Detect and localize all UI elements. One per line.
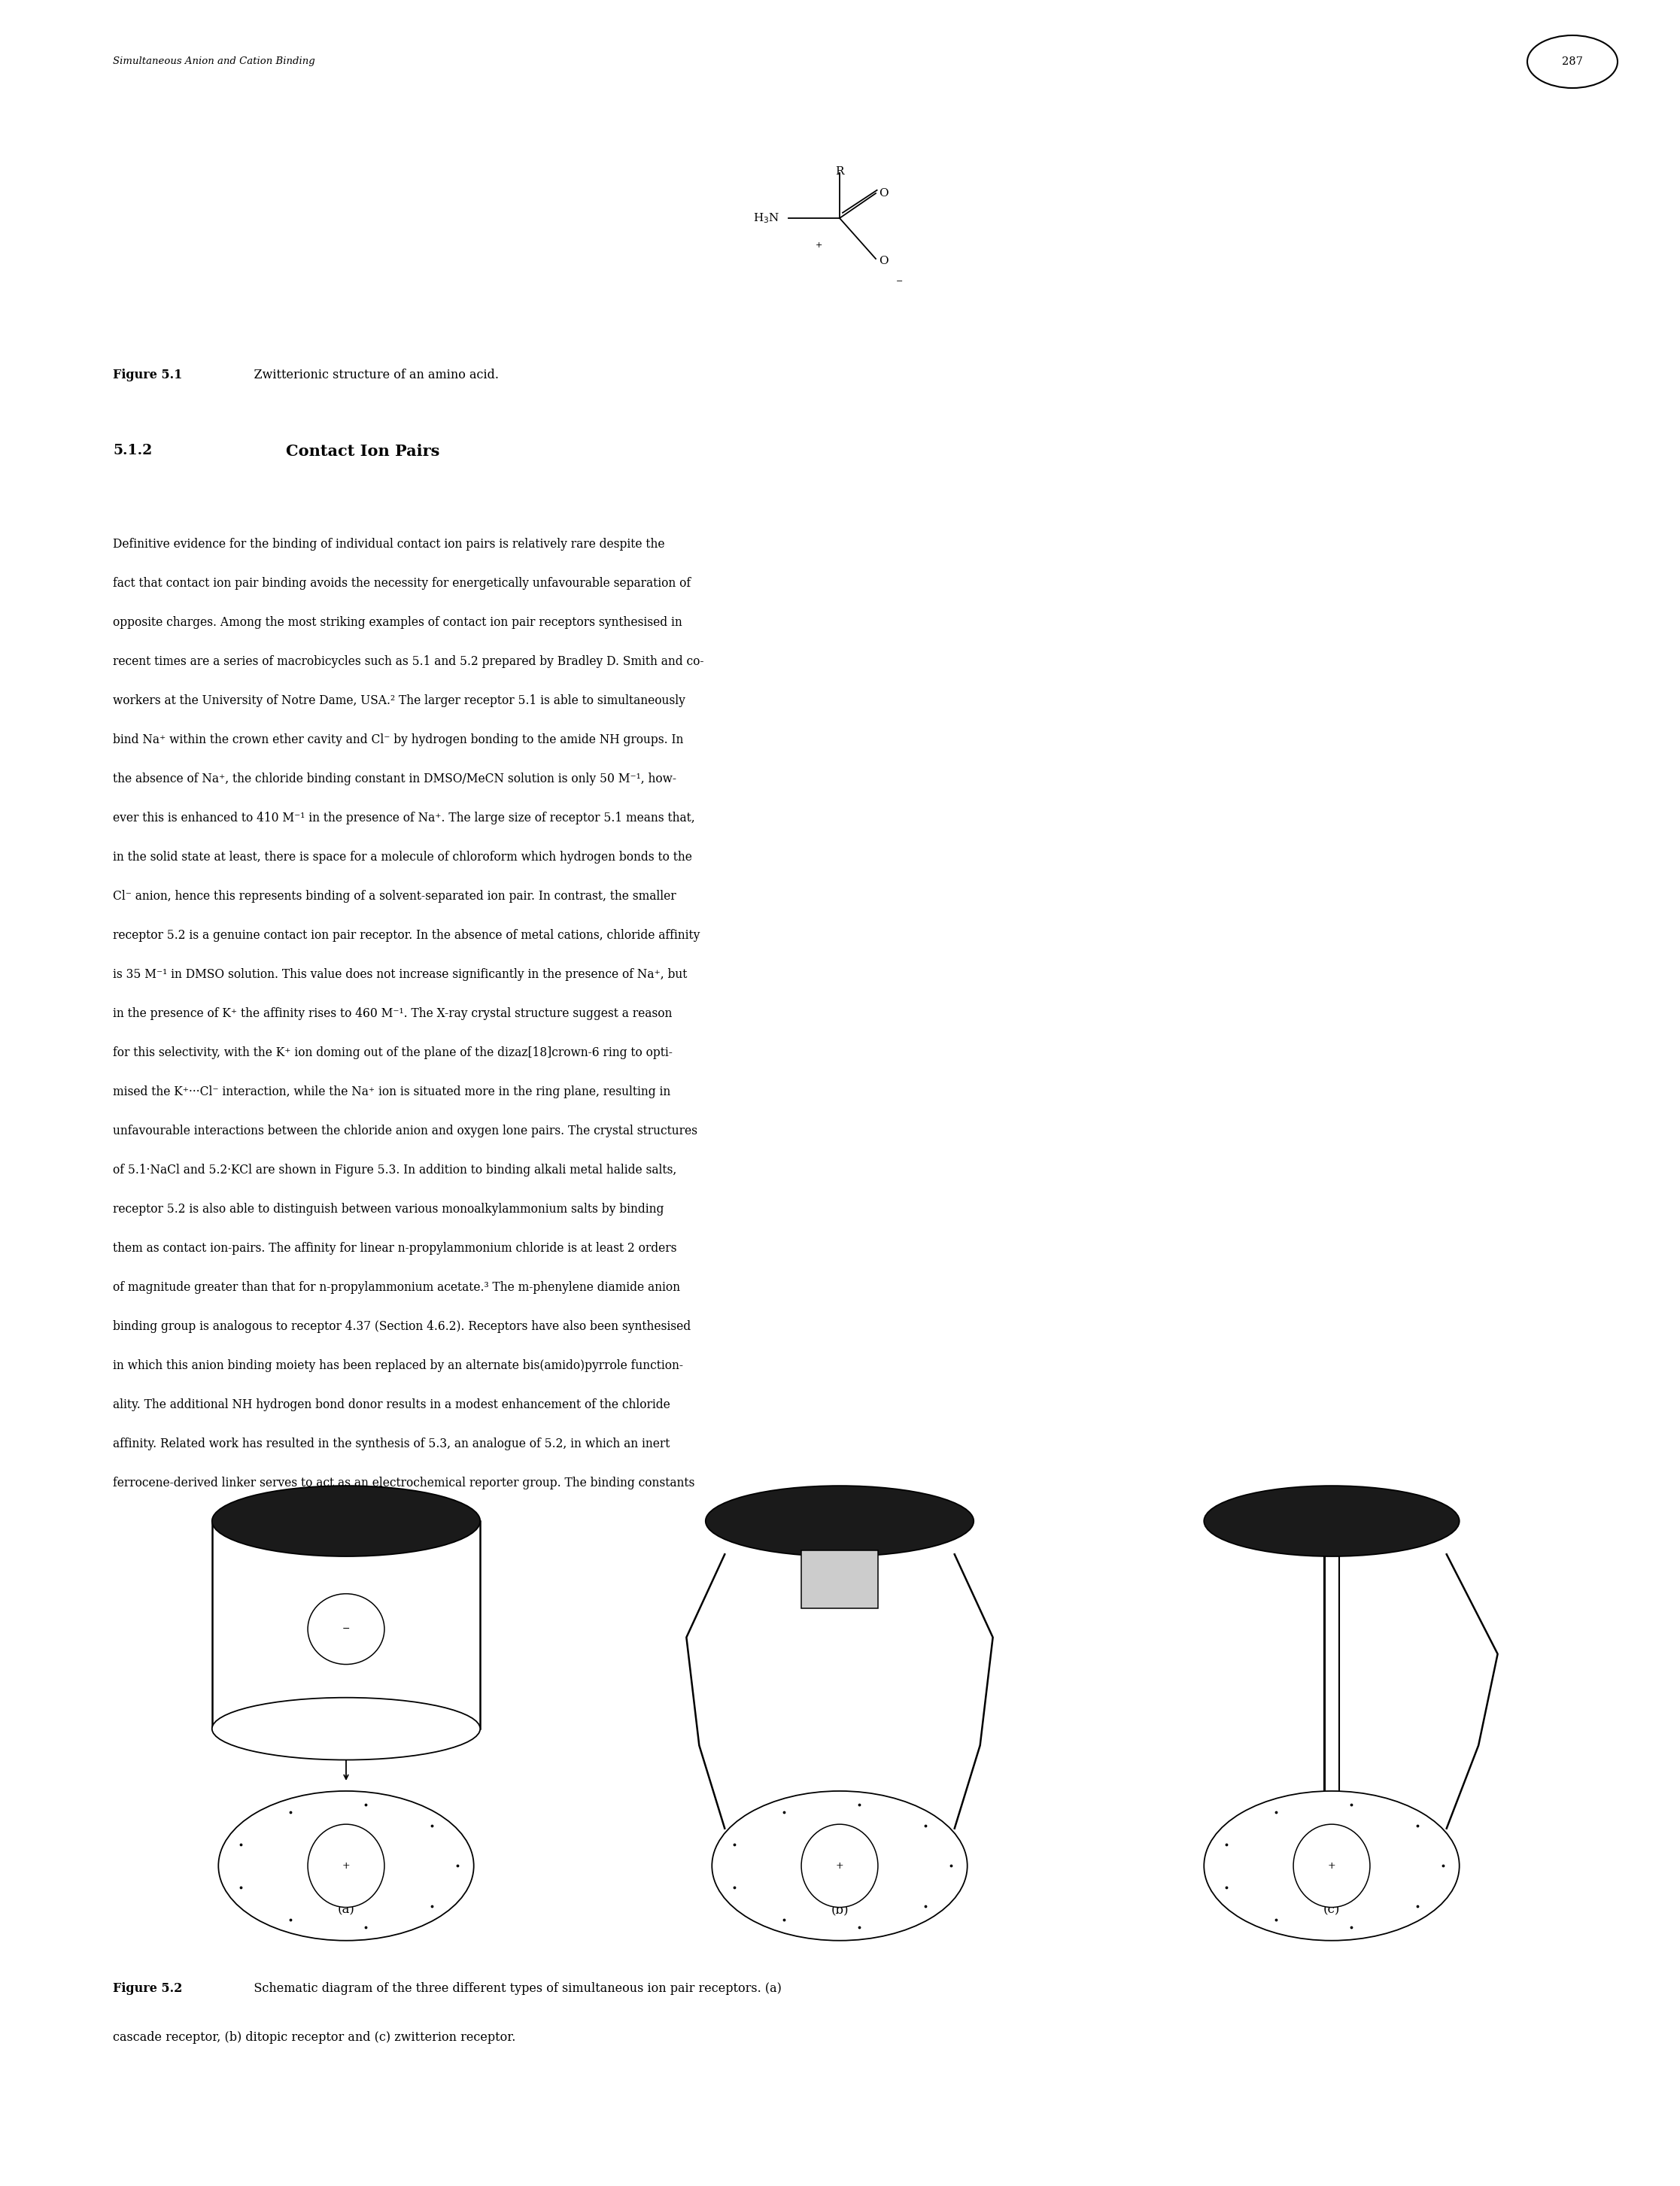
Text: +: + bbox=[343, 1860, 349, 1871]
Text: in the presence of K⁺ the affinity rises to 460 M⁻¹. The X-ray crystal structure: in the presence of K⁺ the affinity rises… bbox=[113, 1008, 672, 1021]
Text: fact that contact ion pair binding avoids the necessity for energetically unfavo: fact that contact ion pair binding avoid… bbox=[113, 577, 690, 590]
Text: −: − bbox=[343, 1624, 349, 1633]
Text: Simultaneous Anion and Cation Binding: Simultaneous Anion and Cation Binding bbox=[113, 57, 316, 66]
Ellipse shape bbox=[212, 1486, 480, 1556]
Text: Schematic diagram of the three different types of simultaneous ion pair receptor: Schematic diagram of the three different… bbox=[242, 1983, 781, 1996]
Text: (c): (c) bbox=[1324, 1904, 1341, 1915]
Text: binding group is analogous to receptor 4.37 (Section 4.6.2). Receptors have also: binding group is analogous to receptor 4… bbox=[113, 1320, 690, 1333]
Text: (b): (b) bbox=[830, 1904, 848, 1915]
Text: receptor 5.2 is also able to distinguish between various monoalkylammonium salts: receptor 5.2 is also able to distinguish… bbox=[113, 1202, 664, 1215]
Text: in which this anion binding moiety has been replaced by an alternate bis(amido)p: in which this anion binding moiety has b… bbox=[113, 1360, 684, 1373]
Text: −: − bbox=[897, 278, 904, 284]
Text: ever this is enhanced to 410 M⁻¹ in the presence of Na⁺. The large size of recep: ever this is enhanced to 410 M⁻¹ in the … bbox=[113, 811, 696, 824]
Text: recent times are a series of macrobicycles such as 5.1 and 5.2 prepared by Bradl: recent times are a series of macrobicycl… bbox=[113, 656, 704, 669]
Text: Contact Ion Pairs: Contact Ion Pairs bbox=[286, 444, 440, 459]
Text: affinity. Related work has resulted in the synthesis of 5.3, an analogue of 5.2,: affinity. Related work has resulted in t… bbox=[113, 1438, 670, 1449]
FancyBboxPatch shape bbox=[801, 1550, 879, 1609]
Text: them as contact ion-pairs. The affinity for linear n-propylammonium chloride is : them as contact ion-pairs. The affinity … bbox=[113, 1242, 677, 1255]
Text: for this selectivity, with the K⁺ ion doming out of the plane of the dizaz[18]cr: for this selectivity, with the K⁺ ion do… bbox=[113, 1047, 672, 1060]
Text: +: + bbox=[815, 240, 822, 249]
Text: R: R bbox=[835, 166, 843, 177]
Ellipse shape bbox=[307, 1594, 385, 1664]
Ellipse shape bbox=[212, 1699, 480, 1760]
Text: of 5.1·NaCl and 5.2·KCl are shown in Figure 5.3. In addition to binding alkali m: of 5.1·NaCl and 5.2·KCl are shown in Fig… bbox=[113, 1163, 677, 1176]
Text: Definitive evidence for the binding of individual contact ion pairs is relativel: Definitive evidence for the binding of i… bbox=[113, 538, 665, 551]
Text: O: O bbox=[879, 188, 889, 199]
Text: 287: 287 bbox=[1562, 57, 1583, 68]
Text: (a): (a) bbox=[338, 1904, 354, 1915]
Text: bind Na⁺ within the crown ether cavity and Cl⁻ by hydrogen bonding to the amide : bind Na⁺ within the crown ether cavity a… bbox=[113, 734, 684, 745]
Text: receptor 5.2 is a genuine contact ion pair receptor. In the absence of metal cat: receptor 5.2 is a genuine contact ion pa… bbox=[113, 929, 701, 942]
Text: unfavourable interactions between the chloride anion and oxygen lone pairs. The : unfavourable interactions between the ch… bbox=[113, 1124, 697, 1137]
Ellipse shape bbox=[1294, 1825, 1369, 1908]
Ellipse shape bbox=[706, 1486, 974, 1556]
Text: opposite charges. Among the most striking examples of contact ion pair receptors: opposite charges. Among the most strikin… bbox=[113, 616, 682, 630]
Ellipse shape bbox=[801, 1825, 879, 1908]
Text: Zwitterionic structure of an amino acid.: Zwitterionic structure of an amino acid. bbox=[239, 369, 499, 380]
Text: Cl⁻ anion, hence this represents binding of a solvent-separated ion pair. In con: Cl⁻ anion, hence this represents binding… bbox=[113, 890, 675, 903]
Text: ferrocene-derived linker serves to act as an electrochemical reporter group. The: ferrocene-derived linker serves to act a… bbox=[113, 1476, 696, 1489]
Text: Figure 5.2: Figure 5.2 bbox=[113, 1983, 183, 1996]
Text: cascade receptor, (b) ditopic receptor and (c) zwitterion receptor.: cascade receptor, (b) ditopic receptor a… bbox=[113, 2031, 516, 2044]
Ellipse shape bbox=[1205, 1486, 1460, 1556]
Text: workers at the University of Notre Dame, USA.² The larger receptor 5.1 is able t: workers at the University of Notre Dame,… bbox=[113, 695, 685, 706]
Text: ality. The additional NH hydrogen bond donor results in a modest enhancement of : ality. The additional NH hydrogen bond d… bbox=[113, 1399, 670, 1412]
Text: Figure 5.1: Figure 5.1 bbox=[113, 369, 183, 380]
Text: O: O bbox=[879, 256, 889, 267]
Text: is 35 M⁻¹ in DMSO solution. This value does not increase significantly in the pr: is 35 M⁻¹ in DMSO solution. This value d… bbox=[113, 968, 687, 982]
Text: +: + bbox=[835, 1860, 843, 1871]
Text: of magnitude greater than that for n-propylammonium acetate.³ The m-phenylene di: of magnitude greater than that for n-pro… bbox=[113, 1281, 680, 1294]
Text: 5.1.2: 5.1.2 bbox=[113, 444, 153, 457]
Text: mised the K⁺···Cl⁻ interaction, while the Na⁺ ion is situated more in the ring p: mised the K⁺···Cl⁻ interaction, while th… bbox=[113, 1086, 670, 1097]
Text: +: + bbox=[1327, 1860, 1336, 1871]
Ellipse shape bbox=[218, 1790, 474, 1941]
Ellipse shape bbox=[1205, 1790, 1460, 1941]
Text: H$_3$N: H$_3$N bbox=[753, 212, 780, 225]
Ellipse shape bbox=[307, 1825, 385, 1908]
Text: the absence of Na⁺, the chloride binding constant in DMSO/MeCN solution is only : the absence of Na⁺, the chloride binding… bbox=[113, 772, 677, 785]
Ellipse shape bbox=[712, 1790, 968, 1941]
Text: in the solid state at least, there is space for a molecule of chloroform which h: in the solid state at least, there is sp… bbox=[113, 850, 692, 863]
